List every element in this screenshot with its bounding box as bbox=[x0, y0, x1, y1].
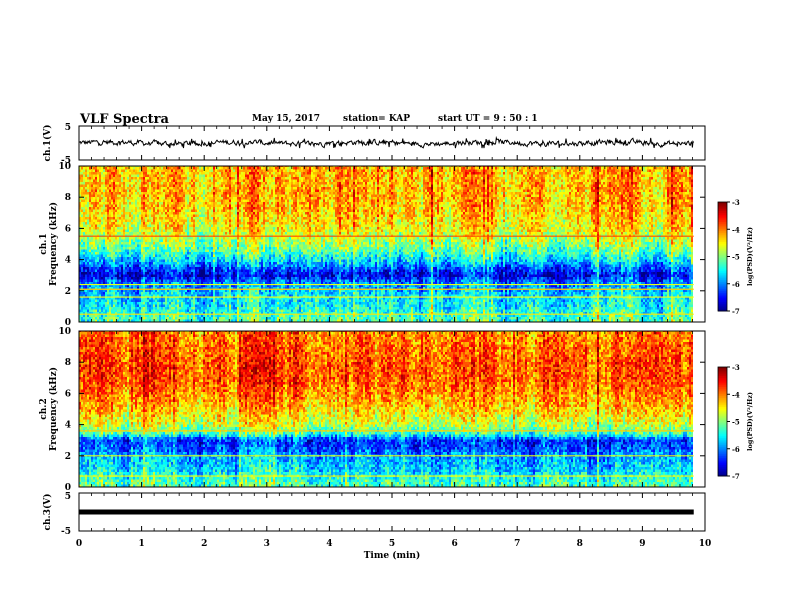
ch1-waveform-ylabel: ch.1(V) bbox=[42, 125, 53, 162]
ch2-spectrogram-colorbar-tick-label: -7 bbox=[732, 472, 740, 481]
x-tick-label: 5 bbox=[389, 539, 395, 549]
ch3-waveform-ylabel: ch.3(V) bbox=[42, 494, 53, 531]
ch2-spectrogram-heatmap bbox=[79, 331, 693, 487]
ch1-spectrogram-colorbar-tick-label: -5 bbox=[732, 253, 740, 262]
ch3-y-tick-label: 5 bbox=[65, 492, 71, 502]
ch3-y-tick-label: -5 bbox=[61, 527, 71, 537]
ch2-spectrogram-ylabel: Frequency (kHz) bbox=[48, 367, 59, 451]
ch2-spectrogram-colorbar-label: log(PSD)(V²/Hz) bbox=[746, 392, 754, 451]
ch1-spectrogram-colorbar bbox=[718, 202, 727, 312]
ch2-spectrogram-colorbar-tick-label: -6 bbox=[732, 445, 740, 454]
x-tick-label: 7 bbox=[514, 539, 520, 549]
ch1-y-tick-label: 5 bbox=[65, 123, 71, 133]
x-tick-label: 4 bbox=[326, 539, 332, 549]
ch2-spectrogram-y-tick-label: 8 bbox=[65, 358, 71, 368]
ch2-spectrogram-colorbar-tick-label: -4 bbox=[732, 390, 740, 399]
ch1-spectrogram-colorbar-tick-label: -6 bbox=[732, 280, 740, 289]
ch1-spectrogram-colorbar-tick-label: -7 bbox=[732, 307, 740, 316]
x-tick-label: 1 bbox=[138, 539, 144, 549]
ch1-spectrogram-y-tick-label: 2 bbox=[65, 287, 71, 297]
ch1-spectrogram-ylabel: Frequency (kHz) bbox=[48, 202, 59, 286]
ch1-spectrogram-y-tick-label: 6 bbox=[65, 224, 71, 234]
ch2-spectrogram-colorbar-tick-label: -5 bbox=[732, 418, 740, 427]
x-tick-label: 10 bbox=[699, 539, 712, 549]
ch2-spectrogram-ylabel: ch.2 bbox=[39, 398, 49, 419]
x-tick-label: 8 bbox=[577, 539, 583, 549]
x-tick-label: 3 bbox=[264, 539, 270, 549]
ch1-spectrogram-y-tick-label: 4 bbox=[65, 256, 71, 266]
ch2-spectrogram-y-tick-label: 4 bbox=[65, 421, 71, 431]
ch2-spectrogram-y-tick-label: 6 bbox=[65, 389, 71, 399]
ch1-spectrogram-heatmap bbox=[79, 166, 693, 322]
ch1-spectrogram-ylabel: ch.1 bbox=[39, 233, 49, 254]
ch1-spectrogram-y-tick-label: 8 bbox=[65, 193, 71, 203]
x-tick-label: 0 bbox=[76, 539, 82, 549]
x-tick-label: 2 bbox=[201, 539, 207, 549]
ch1-spectrogram-colorbar-tick-label: -3 bbox=[732, 198, 740, 207]
ch2-spectrogram-colorbar-tick-label: -3 bbox=[732, 363, 740, 372]
ch1-spectrogram-colorbar-label: log(PSD)(V²/Hz) bbox=[746, 227, 754, 286]
x-tick-label: 9 bbox=[639, 539, 645, 549]
ch1-spectrogram-y-tick-label: 10 bbox=[58, 162, 71, 172]
vlf-spectra-figure: 5-5ch.1(V)0246810ch.1 Frequency (kHz) -3-4… bbox=[0, 0, 792, 612]
ch2-spectrogram-y-tick-label: 10 bbox=[58, 327, 71, 337]
x-tick-label: 6 bbox=[451, 539, 457, 549]
x-axis-label: Time (min) bbox=[364, 550, 421, 561]
ch2-spectrogram-y-tick-label: 2 bbox=[65, 452, 71, 462]
ch2-spectrogram-colorbar bbox=[718, 367, 727, 477]
ch1-spectrogram-colorbar-tick-label: -4 bbox=[732, 225, 740, 234]
